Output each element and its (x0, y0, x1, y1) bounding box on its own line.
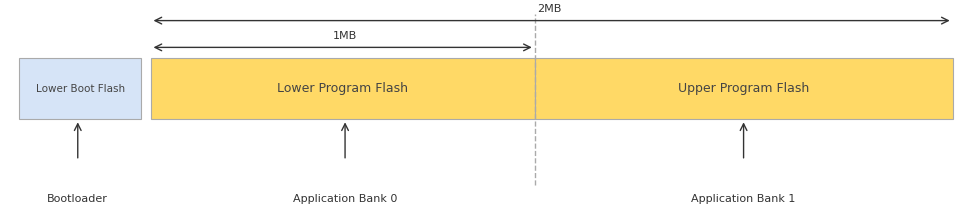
Text: Lower Boot Flash: Lower Boot Flash (36, 84, 124, 94)
FancyBboxPatch shape (151, 58, 535, 119)
Text: 1MB: 1MB (333, 31, 357, 41)
FancyBboxPatch shape (535, 58, 953, 119)
FancyBboxPatch shape (19, 58, 141, 119)
Text: Application Bank 1: Application Bank 1 (691, 194, 796, 204)
Text: Application Bank 0: Application Bank 0 (293, 194, 398, 204)
Text: Upper Program Flash: Upper Program Flash (677, 82, 810, 95)
Text: Bootloader: Bootloader (48, 194, 108, 204)
Text: Lower Program Flash: Lower Program Flash (277, 82, 408, 95)
Text: 2MB: 2MB (537, 4, 562, 14)
